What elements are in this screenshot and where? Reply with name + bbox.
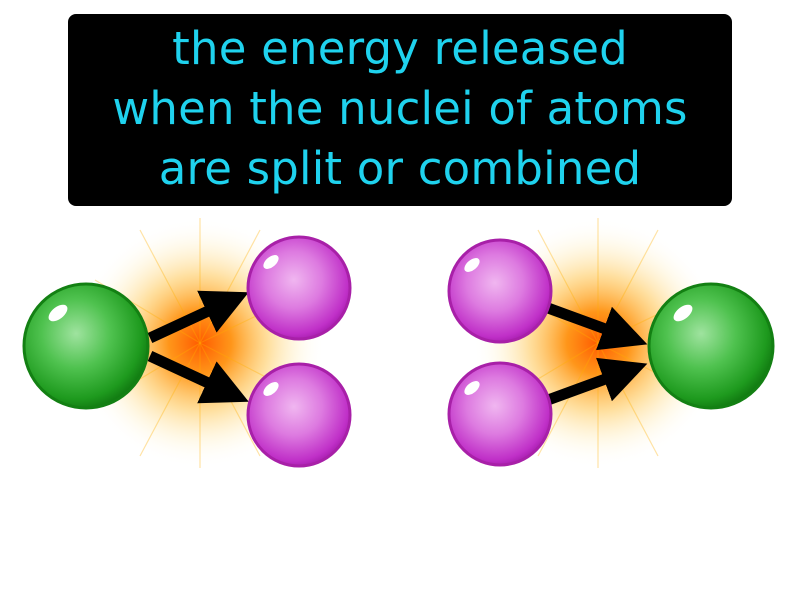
small-atom-left-top: [246, 235, 352, 341]
large-atom-left: [22, 282, 150, 410]
definition-line-1: the energy released: [172, 22, 628, 75]
combine-panel: [447, 218, 775, 468]
small-atom-left-bottom: [246, 362, 352, 468]
definition-line-3: are split or combined: [158, 142, 642, 195]
arrow-combine-bottom: [546, 357, 648, 406]
nuclear-energy-diagram: [22, 218, 775, 468]
split-panel: [22, 218, 352, 468]
definition-box: the energy released when the nuclei of a…: [68, 14, 732, 206]
arrow-combine-top: [546, 302, 648, 351]
arrow-split-down: [147, 351, 249, 404]
arrow-split-up: [147, 290, 249, 343]
small-atom-right-bottom: [447, 361, 553, 467]
definition-line-2: when the nuclei of atoms: [112, 82, 688, 135]
small-atom-right-top: [447, 238, 553, 344]
large-atom-right: [647, 282, 775, 410]
